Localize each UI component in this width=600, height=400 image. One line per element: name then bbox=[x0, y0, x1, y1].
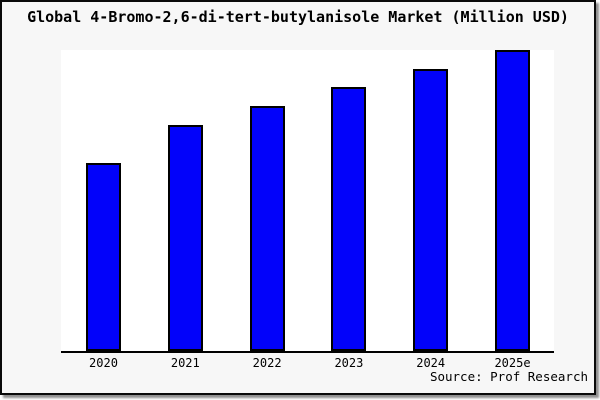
plot-area bbox=[61, 50, 554, 353]
x-tick-label-2020: 2020 bbox=[89, 356, 118, 370]
chart-title: Global 4-Bromo-2,6-di-tert-butylanisole … bbox=[27, 8, 569, 26]
source-note: Source: Prof Research bbox=[429, 369, 588, 384]
x-axis-labels: 2020 2021 2022 2023 2024 2025e bbox=[61, 356, 554, 372]
x-tick-label-2024: 2024 bbox=[416, 356, 446, 370]
bar-2021 bbox=[167, 125, 203, 351]
bar-2020 bbox=[86, 163, 121, 351]
x-tick-label-2022: 2022 bbox=[252, 356, 282, 370]
bar-2023 bbox=[331, 87, 367, 351]
bar-2025e bbox=[495, 50, 530, 351]
x-tick-label-2025e: 2025e bbox=[494, 356, 531, 370]
x-tick-label-2021: 2021 bbox=[170, 356, 200, 370]
bar-2022 bbox=[249, 106, 285, 351]
bar-2024 bbox=[413, 69, 449, 351]
x-tick-label-2023: 2023 bbox=[334, 356, 364, 370]
